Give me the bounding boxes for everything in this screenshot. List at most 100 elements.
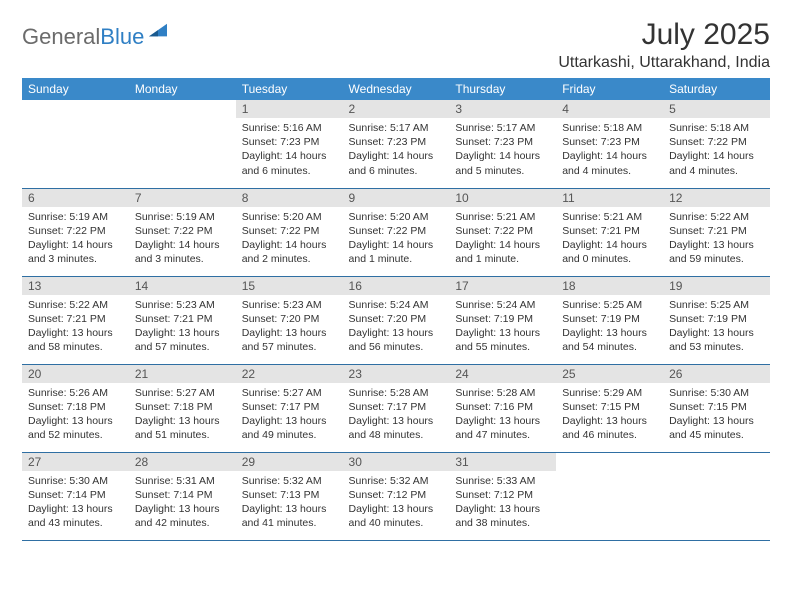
day-content: Sunrise: 5:30 AMSunset: 7:14 PMDaylight:…	[22, 471, 129, 535]
calendar-cell: 14Sunrise: 5:23 AMSunset: 7:21 PMDayligh…	[129, 276, 236, 364]
day-number: 27	[22, 453, 129, 471]
day-number: 4	[556, 100, 663, 118]
day-number: 10	[449, 189, 556, 207]
day-number: 30	[343, 453, 450, 471]
calendar-cell	[556, 452, 663, 540]
day-number: 6	[22, 189, 129, 207]
calendar-cell: 16Sunrise: 5:24 AMSunset: 7:20 PMDayligh…	[343, 276, 450, 364]
calendar-cell: 24Sunrise: 5:28 AMSunset: 7:16 PMDayligh…	[449, 364, 556, 452]
day-number: 13	[22, 277, 129, 295]
calendar-cell: 29Sunrise: 5:32 AMSunset: 7:13 PMDayligh…	[236, 452, 343, 540]
day-content: Sunrise: 5:32 AMSunset: 7:13 PMDaylight:…	[236, 471, 343, 535]
calendar-day-header: Sunday	[22, 78, 129, 100]
logo-text-blue: Blue	[100, 24, 144, 50]
calendar-week-row: 1Sunrise: 5:16 AMSunset: 7:23 PMDaylight…	[22, 100, 770, 188]
day-content: Sunrise: 5:20 AMSunset: 7:22 PMDaylight:…	[236, 207, 343, 271]
day-content: Sunrise: 5:25 AMSunset: 7:19 PMDaylight:…	[663, 295, 770, 359]
day-content: Sunrise: 5:24 AMSunset: 7:19 PMDaylight:…	[449, 295, 556, 359]
day-number: 1	[236, 100, 343, 118]
calendar-cell: 18Sunrise: 5:25 AMSunset: 7:19 PMDayligh…	[556, 276, 663, 364]
day-content: Sunrise: 5:24 AMSunset: 7:20 PMDaylight:…	[343, 295, 450, 359]
day-number: 26	[663, 365, 770, 383]
calendar-header-row: SundayMondayTuesdayWednesdayThursdayFrid…	[22, 78, 770, 100]
header: General Blue July 2025 Uttarkashi, Uttar…	[22, 18, 770, 72]
calendar-day-header: Friday	[556, 78, 663, 100]
day-number: 12	[663, 189, 770, 207]
calendar-cell	[22, 100, 129, 188]
calendar-day-header: Tuesday	[236, 78, 343, 100]
day-number: 24	[449, 365, 556, 383]
day-content: Sunrise: 5:28 AMSunset: 7:16 PMDaylight:…	[449, 383, 556, 447]
day-content: Sunrise: 5:31 AMSunset: 7:14 PMDaylight:…	[129, 471, 236, 535]
day-number: 11	[556, 189, 663, 207]
day-number: 21	[129, 365, 236, 383]
day-number: 15	[236, 277, 343, 295]
calendar-week-row: 6Sunrise: 5:19 AMSunset: 7:22 PMDaylight…	[22, 188, 770, 276]
day-content: Sunrise: 5:33 AMSunset: 7:12 PMDaylight:…	[449, 471, 556, 535]
day-content: Sunrise: 5:22 AMSunset: 7:21 PMDaylight:…	[663, 207, 770, 271]
calendar-cell: 25Sunrise: 5:29 AMSunset: 7:15 PMDayligh…	[556, 364, 663, 452]
calendar-cell: 4Sunrise: 5:18 AMSunset: 7:23 PMDaylight…	[556, 100, 663, 188]
calendar-cell: 11Sunrise: 5:21 AMSunset: 7:21 PMDayligh…	[556, 188, 663, 276]
day-number: 8	[236, 189, 343, 207]
day-content: Sunrise: 5:32 AMSunset: 7:12 PMDaylight:…	[343, 471, 450, 535]
day-content: Sunrise: 5:23 AMSunset: 7:20 PMDaylight:…	[236, 295, 343, 359]
location-label: Uttarkashi, Uttarakhand, India	[558, 54, 770, 72]
calendar-cell: 31Sunrise: 5:33 AMSunset: 7:12 PMDayligh…	[449, 452, 556, 540]
day-content: Sunrise: 5:17 AMSunset: 7:23 PMDaylight:…	[449, 118, 556, 182]
calendar-cell: 26Sunrise: 5:30 AMSunset: 7:15 PMDayligh…	[663, 364, 770, 452]
calendar-cell: 30Sunrise: 5:32 AMSunset: 7:12 PMDayligh…	[343, 452, 450, 540]
calendar-cell: 27Sunrise: 5:30 AMSunset: 7:14 PMDayligh…	[22, 452, 129, 540]
day-content: Sunrise: 5:18 AMSunset: 7:22 PMDaylight:…	[663, 118, 770, 182]
calendar-cell: 22Sunrise: 5:27 AMSunset: 7:17 PMDayligh…	[236, 364, 343, 452]
day-content: Sunrise: 5:27 AMSunset: 7:17 PMDaylight:…	[236, 383, 343, 447]
day-content: Sunrise: 5:20 AMSunset: 7:22 PMDaylight:…	[343, 207, 450, 271]
calendar-cell: 12Sunrise: 5:22 AMSunset: 7:21 PMDayligh…	[663, 188, 770, 276]
calendar-cell: 8Sunrise: 5:20 AMSunset: 7:22 PMDaylight…	[236, 188, 343, 276]
day-number: 9	[343, 189, 450, 207]
calendar-cell: 13Sunrise: 5:22 AMSunset: 7:21 PMDayligh…	[22, 276, 129, 364]
day-number: 22	[236, 365, 343, 383]
day-content: Sunrise: 5:26 AMSunset: 7:18 PMDaylight:…	[22, 383, 129, 447]
day-content: Sunrise: 5:19 AMSunset: 7:22 PMDaylight:…	[22, 207, 129, 271]
day-content: Sunrise: 5:19 AMSunset: 7:22 PMDaylight:…	[129, 207, 236, 271]
day-number: 31	[449, 453, 556, 471]
calendar-day-header: Saturday	[663, 78, 770, 100]
calendar-week-row: 13Sunrise: 5:22 AMSunset: 7:21 PMDayligh…	[22, 276, 770, 364]
calendar-cell: 9Sunrise: 5:20 AMSunset: 7:22 PMDaylight…	[343, 188, 450, 276]
calendar-cell	[129, 100, 236, 188]
day-number: 3	[449, 100, 556, 118]
day-number: 7	[129, 189, 236, 207]
day-number: 16	[343, 277, 450, 295]
logo-triangle-icon	[149, 22, 167, 40]
calendar-cell: 28Sunrise: 5:31 AMSunset: 7:14 PMDayligh…	[129, 452, 236, 540]
logo: General Blue	[22, 24, 167, 50]
day-number: 14	[129, 277, 236, 295]
calendar-cell: 17Sunrise: 5:24 AMSunset: 7:19 PMDayligh…	[449, 276, 556, 364]
calendar-cell	[663, 452, 770, 540]
calendar-day-header: Wednesday	[343, 78, 450, 100]
day-content: Sunrise: 5:17 AMSunset: 7:23 PMDaylight:…	[343, 118, 450, 182]
calendar-cell: 7Sunrise: 5:19 AMSunset: 7:22 PMDaylight…	[129, 188, 236, 276]
calendar-cell: 2Sunrise: 5:17 AMSunset: 7:23 PMDaylight…	[343, 100, 450, 188]
day-content: Sunrise: 5:18 AMSunset: 7:23 PMDaylight:…	[556, 118, 663, 182]
day-content: Sunrise: 5:28 AMSunset: 7:17 PMDaylight:…	[343, 383, 450, 447]
calendar-body: 1Sunrise: 5:16 AMSunset: 7:23 PMDaylight…	[22, 100, 770, 540]
day-number: 5	[663, 100, 770, 118]
day-content: Sunrise: 5:22 AMSunset: 7:21 PMDaylight:…	[22, 295, 129, 359]
calendar-cell: 19Sunrise: 5:25 AMSunset: 7:19 PMDayligh…	[663, 276, 770, 364]
day-number: 20	[22, 365, 129, 383]
day-number: 18	[556, 277, 663, 295]
day-content: Sunrise: 5:16 AMSunset: 7:23 PMDaylight:…	[236, 118, 343, 182]
day-content: Sunrise: 5:21 AMSunset: 7:22 PMDaylight:…	[449, 207, 556, 271]
calendar-cell: 15Sunrise: 5:23 AMSunset: 7:20 PMDayligh…	[236, 276, 343, 364]
calendar-cell: 6Sunrise: 5:19 AMSunset: 7:22 PMDaylight…	[22, 188, 129, 276]
calendar-cell: 21Sunrise: 5:27 AMSunset: 7:18 PMDayligh…	[129, 364, 236, 452]
calendar-week-row: 27Sunrise: 5:30 AMSunset: 7:14 PMDayligh…	[22, 452, 770, 540]
day-content: Sunrise: 5:23 AMSunset: 7:21 PMDaylight:…	[129, 295, 236, 359]
calendar-day-header: Thursday	[449, 78, 556, 100]
calendar-cell: 20Sunrise: 5:26 AMSunset: 7:18 PMDayligh…	[22, 364, 129, 452]
calendar-day-header: Monday	[129, 78, 236, 100]
calendar-table: SundayMondayTuesdayWednesdayThursdayFrid…	[22, 78, 770, 541]
title-block: July 2025 Uttarkashi, Uttarakhand, India	[558, 18, 770, 72]
